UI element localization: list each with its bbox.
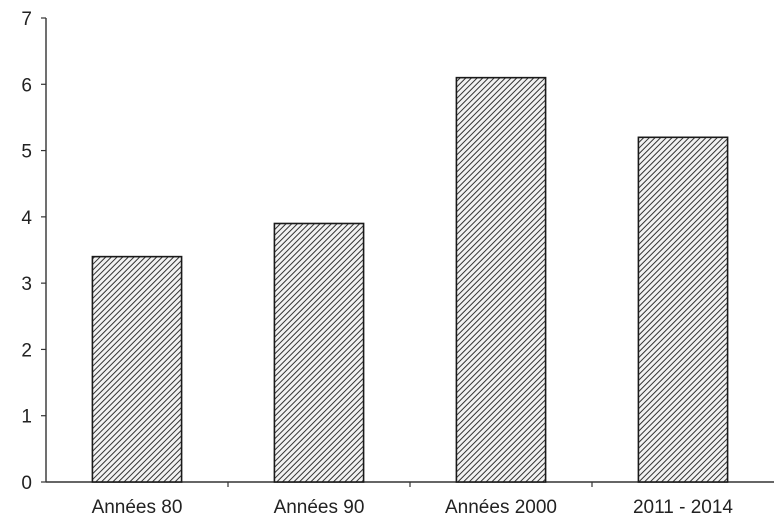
x-axis: Années 80 Années 90 Années 2000 2011 - 2014 <box>46 481 774 518</box>
y-tick-label: 5 <box>21 142 32 163</box>
y-tick-label: 2 <box>21 340 32 361</box>
x-category-label: 2011 - 2014 <box>633 497 733 518</box>
bar <box>273 222 365 483</box>
x-category-label: Années 80 <box>92 497 183 518</box>
x-category-label: Années 90 <box>274 497 365 518</box>
x-category-label: Années 2000 <box>445 497 557 518</box>
y-tick-label: 3 <box>21 274 32 295</box>
y-tick-label: 0 <box>21 473 32 494</box>
bars <box>91 76 729 483</box>
bar <box>455 76 547 483</box>
y-tick-label: 1 <box>21 407 32 428</box>
bar <box>637 136 729 483</box>
y-tick-label: 7 <box>21 9 32 30</box>
y-tick-label: 4 <box>21 208 32 229</box>
bar <box>91 255 183 483</box>
y-axis: 0 1 2 3 4 5 6 7 <box>21 9 47 494</box>
y-tick-label: 6 <box>21 75 32 96</box>
